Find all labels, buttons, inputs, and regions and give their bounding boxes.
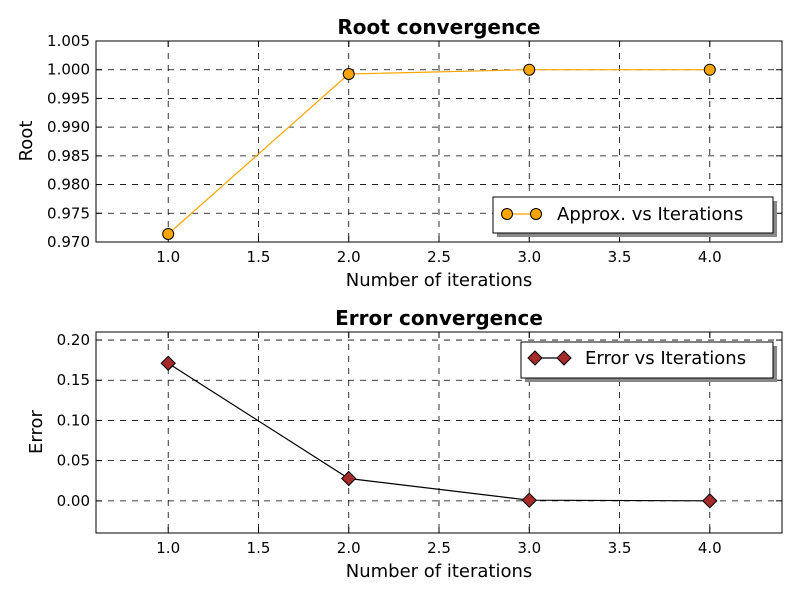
ticks: 1.0 1.5 2.0 2.5 3.0 3.5 4.0 0.00 0.05 0.10 0.15 0.2… <box>57 331 782 557</box>
plot-title: Root convergence <box>337 15 540 39</box>
x-tick-label: 3.0 <box>517 248 541 266</box>
y-tick-label: 0.10 <box>57 411 90 429</box>
data-point <box>521 492 537 508</box>
legend-label: Approx. vs Iterations <box>557 204 743 225</box>
ticks: 1.0 1.5 2.0 2.5 3.0 3.5 4.0 0.970 0.975 0.980 0.98… <box>47 32 782 266</box>
x-axis-label: Number of iterations <box>346 270 533 291</box>
data-series <box>162 63 716 240</box>
legend-marker <box>556 350 572 366</box>
y-axis-label: Error <box>26 409 47 453</box>
y-tick-label: 0.980 <box>47 176 90 194</box>
x-tick-label: 1.5 <box>247 539 271 557</box>
legend-marker <box>530 208 542 220</box>
y-tick-label: 0.985 <box>47 147 90 165</box>
series-line <box>167 69 710 235</box>
data-point <box>703 63 716 76</box>
grid <box>96 332 782 533</box>
x-tick-label: 4.0 <box>698 248 722 266</box>
x-tick-label: 3.5 <box>608 248 632 266</box>
x-tick-label: 2.0 <box>337 539 361 557</box>
data-point <box>702 493 718 509</box>
x-tick-label: 2.0 <box>337 248 361 266</box>
legend: Approx. vs Iterations <box>492 196 777 237</box>
x-tick-label: 2.5 <box>427 539 451 557</box>
plot-title: Error convergence <box>335 306 543 330</box>
root-convergence-plot: Root convergence 1.0 1.5 2.0 2.5 3.0 3.5 4.0 0.… <box>16 15 783 291</box>
y-tick-label: 0.995 <box>47 89 90 107</box>
error-convergence-plot: Error convergence 1.0 1.5 2.0 2.5 3.0 3.5 4.0 0… <box>26 306 783 582</box>
x-tick-label: 1.0 <box>156 539 180 557</box>
data-point <box>162 227 175 240</box>
x-tick-label: 2.5 <box>427 248 451 266</box>
x-tick-label: 1.0 <box>156 248 180 266</box>
data-point <box>341 470 357 487</box>
legend-label: Error vs Iterations <box>585 348 746 369</box>
series-line <box>167 362 710 502</box>
legend-marker <box>527 350 543 366</box>
data-point <box>342 68 355 81</box>
y-tick-label: 1.005 <box>47 32 90 50</box>
y-tick-label: 0.05 <box>57 452 90 470</box>
x-tick-label: 1.5 <box>247 248 271 266</box>
y-axis-label: Root <box>16 121 37 162</box>
data-point <box>523 63 536 76</box>
x-tick-label: 4.0 <box>698 539 722 557</box>
data-point <box>160 355 176 371</box>
y-tick-label: 0.20 <box>57 331 90 349</box>
x-axis-label: Number of iterations <box>346 561 533 582</box>
y-tick-label: 1.000 <box>47 61 90 79</box>
data-series <box>160 355 718 509</box>
legend-box <box>520 341 774 379</box>
legend: Error vs Iterations <box>520 341 777 382</box>
legend-marker <box>501 208 513 220</box>
y-tick-label: 0.15 <box>57 371 90 389</box>
grid <box>96 40 782 243</box>
x-tick-label: 3.0 <box>517 539 541 557</box>
y-tick-label: 0.990 <box>47 118 90 136</box>
y-tick-label: 0.00 <box>57 492 90 510</box>
y-tick-label: 0.970 <box>47 233 90 251</box>
x-tick-label: 3.5 <box>608 539 632 557</box>
y-tick-label: 0.975 <box>47 204 90 222</box>
